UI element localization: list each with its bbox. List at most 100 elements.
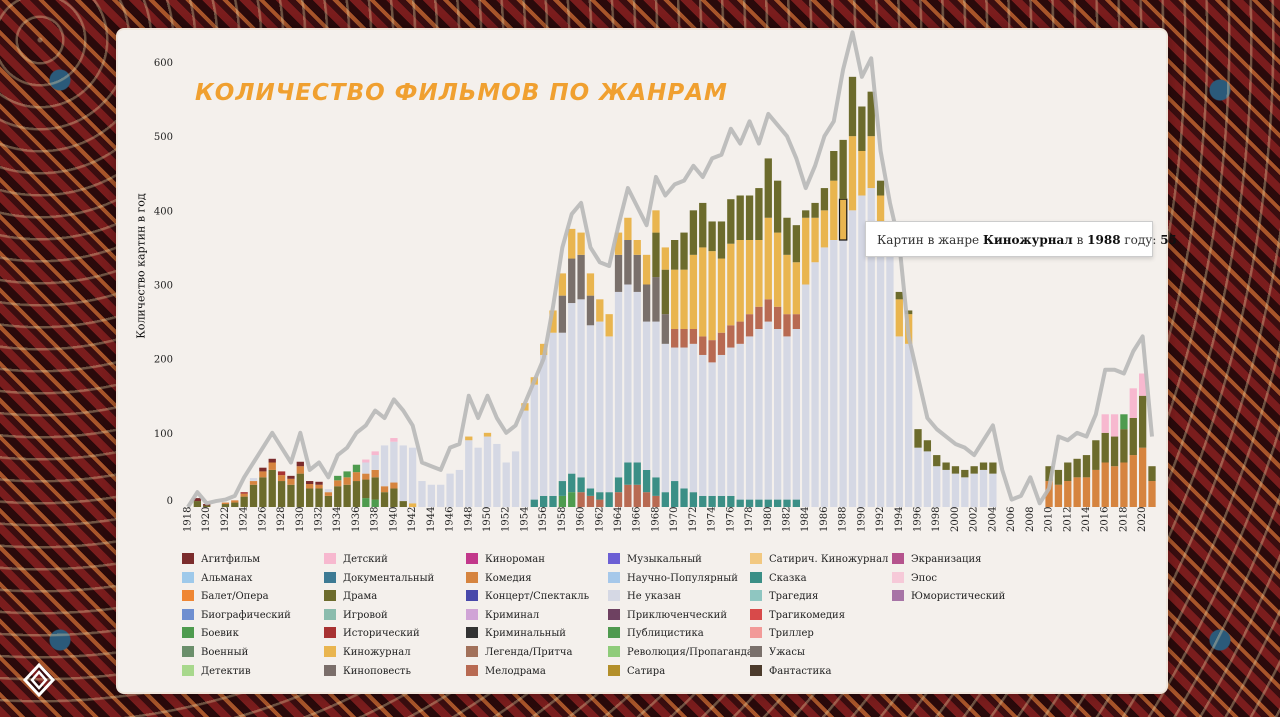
bar-segment[interactable] — [848, 210, 857, 508]
bar-segment[interactable] — [1101, 462, 1109, 508]
bar-segment[interactable] — [259, 471, 267, 478]
bar-segment[interactable] — [315, 481, 323, 485]
bar-segment[interactable] — [380, 492, 389, 507]
bar-segment[interactable] — [905, 310, 913, 315]
legend-item[interactable]: Ужасы — [750, 646, 805, 660]
legend-item[interactable]: Трагедия — [750, 590, 818, 604]
bar-segment[interactable] — [773, 180, 782, 233]
bar-segment[interactable] — [586, 488, 595, 496]
bar-segment[interactable] — [699, 202, 707, 248]
bar-segment[interactable] — [277, 475, 286, 482]
bar-segment[interactable] — [296, 466, 304, 474]
bar-segment[interactable] — [671, 329, 679, 348]
bar-segment[interactable] — [680, 347, 688, 489]
bar-segment[interactable] — [568, 303, 576, 474]
bar-segment[interactable] — [474, 447, 482, 507]
bar-segment[interactable] — [362, 479, 370, 499]
legend-item[interactable]: Детский — [324, 553, 388, 567]
bar-segment[interactable] — [390, 441, 398, 483]
bar-segment[interactable] — [792, 314, 800, 329]
bar-segment[interactable] — [876, 180, 885, 196]
bar-segment[interactable] — [558, 495, 567, 507]
bar-segment[interactable] — [689, 254, 698, 329]
bar-segment[interactable] — [783, 499, 791, 507]
bar-segment[interactable] — [858, 106, 866, 152]
bar-segment[interactable] — [802, 284, 810, 508]
bar-segment[interactable] — [699, 247, 707, 337]
bar-segment[interactable] — [671, 240, 679, 270]
bar-segment[interactable] — [277, 471, 286, 476]
bar-segment[interactable] — [277, 481, 286, 507]
bar-segment[interactable] — [577, 477, 585, 493]
bar-segment[interactable] — [942, 462, 950, 470]
bar-segment[interactable] — [699, 495, 707, 507]
bar-segment[interactable] — [1120, 462, 1128, 508]
bar-segment[interactable] — [268, 469, 276, 507]
bar-segment[interactable] — [371, 499, 379, 507]
bar-segment[interactable] — [362, 462, 370, 474]
bar-segment[interactable] — [745, 314, 754, 337]
bar-segment[interactable] — [652, 277, 660, 322]
bar-segment[interactable] — [652, 321, 660, 478]
bar-segment[interactable] — [1129, 418, 1137, 456]
bar-segment[interactable] — [671, 347, 679, 482]
bar-segment[interactable] — [736, 195, 744, 241]
bar-segment[interactable] — [839, 240, 847, 507]
bar-segment[interactable] — [923, 451, 932, 507]
bar-segment[interactable] — [792, 262, 800, 315]
bar-segment[interactable] — [427, 484, 435, 507]
bar-segment[interactable] — [867, 188, 875, 508]
bar-segment[interactable] — [811, 262, 819, 507]
bar-segment[interactable] — [455, 469, 464, 507]
bar-segment[interactable] — [895, 336, 903, 507]
bar-segment[interactable] — [792, 499, 800, 507]
bar-segment[interactable] — [1138, 373, 1147, 396]
bar-segment[interactable] — [324, 495, 333, 507]
bar-segment[interactable] — [390, 438, 398, 442]
bar-segment[interactable] — [699, 336, 707, 355]
bar-segment[interactable] — [661, 247, 669, 270]
bar-segment[interactable] — [203, 505, 211, 507]
legend-item[interactable]: Кинороман — [466, 553, 545, 567]
bar-segment[interactable] — [399, 445, 407, 502]
legend-item[interactable]: Научно-Популярный — [608, 571, 738, 586]
bar-segment[interactable] — [830, 151, 838, 181]
legend-item[interactable]: Легенда/Притча — [466, 646, 572, 660]
bar-segment[interactable] — [586, 325, 595, 489]
bar-segment[interactable] — [371, 451, 379, 456]
bar-segment[interactable] — [418, 481, 426, 507]
bar-segment[interactable] — [614, 492, 623, 507]
legend-item[interactable]: Детектив — [182, 664, 251, 679]
bar-segment[interactable] — [549, 332, 557, 496]
bar-segment[interactable] — [633, 484, 641, 507]
bar-segment[interactable] — [633, 254, 641, 292]
legend-item[interactable]: Сатира — [608, 664, 665, 679]
bar-segment[interactable] — [661, 343, 669, 493]
bar-segment[interactable] — [820, 247, 829, 507]
bar-segment[interactable] — [680, 329, 688, 348]
bar-segment[interactable] — [773, 306, 782, 329]
bar-segment[interactable] — [895, 299, 903, 337]
bar-segment[interactable] — [530, 499, 538, 507]
bar-segment[interactable] — [773, 232, 782, 307]
bar-segment[interactable] — [1138, 395, 1147, 448]
bar-segment[interactable] — [249, 478, 258, 482]
bar-segment[interactable] — [493, 443, 501, 507]
bar-segment[interactable] — [989, 462, 997, 474]
bar-segment[interactable] — [1120, 414, 1128, 430]
legend-item[interactable]: Документальный — [324, 571, 434, 586]
bar-segment[interactable] — [1101, 432, 1109, 463]
legend-item[interactable]: Балет/Опера — [182, 590, 269, 604]
bar-segment[interactable] — [661, 492, 669, 507]
bar-segment[interactable] — [642, 469, 651, 493]
bar-segment[interactable] — [268, 458, 276, 463]
bar-segment[interactable] — [324, 492, 333, 496]
bar-segment[interactable] — [755, 188, 763, 240]
bar-segment[interactable] — [633, 462, 641, 485]
bar-segment[interactable] — [970, 473, 978, 507]
legend-item[interactable]: Альманах — [182, 571, 252, 586]
bar-segment[interactable] — [577, 299, 585, 478]
legend-item[interactable]: Сказка — [750, 571, 807, 586]
bar-segment[interactable] — [717, 332, 726, 355]
bar-segment[interactable] — [605, 492, 613, 507]
